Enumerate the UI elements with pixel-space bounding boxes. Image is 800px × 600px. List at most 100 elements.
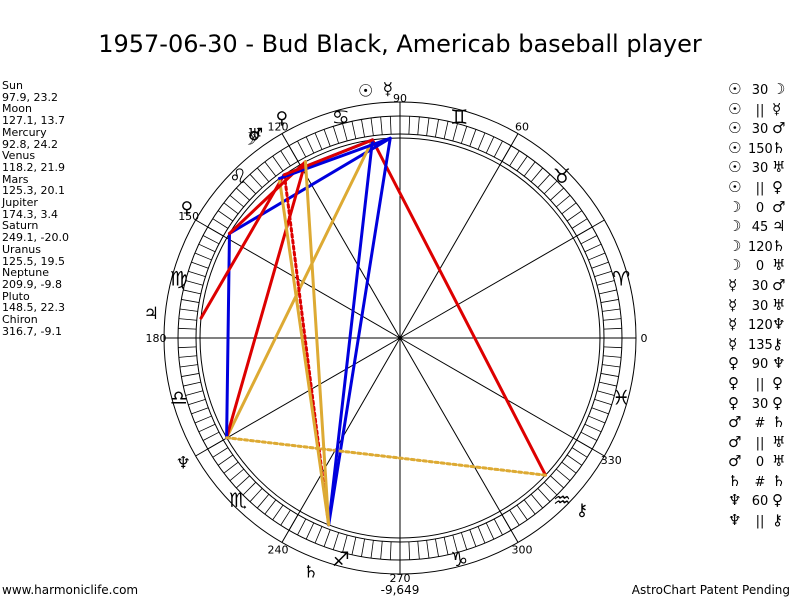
aspect-planet-b-icon: ♅: [772, 158, 786, 177]
planet-pluto-icon: ♀: [181, 198, 193, 218]
planet-name-saturn: Saturn: [2, 219, 39, 233]
aspect-planet-a-icon: ☉: [728, 177, 742, 196]
aspect-value: ||: [755, 102, 765, 118]
band-tick: [198, 423, 216, 433]
planet-name-neptune: Neptune: [2, 266, 50, 280]
band-tick: [599, 381, 617, 387]
aspect-planet-b-icon: ☽: [772, 80, 786, 98]
aspect-row: ☿ 30 ♅: [728, 296, 800, 316]
band-tick: [370, 540, 374, 559]
aspect-value: 0: [755, 455, 765, 471]
band-tick: [599, 289, 617, 295]
aspect-value: #: [754, 416, 766, 432]
aspect-line: [225, 436, 548, 477]
aspect-planet-a-icon: ☉: [728, 99, 742, 118]
band-tick: [181, 373, 200, 377]
center-value: -9,649: [380, 583, 420, 597]
band-tick: [264, 499, 277, 515]
aspect-line: [327, 138, 375, 527]
band-tick: [584, 423, 602, 433]
band-tick: [185, 390, 204, 396]
band-tick: [596, 390, 615, 396]
band-tick: [389, 116, 392, 135]
band-tick: [435, 538, 439, 557]
degree-label: 150: [178, 210, 199, 223]
spoke-line: [399, 337, 605, 457]
band-tick: [493, 140, 503, 158]
band-tick: [543, 481, 558, 496]
band-tick: [477, 132, 486, 150]
aspect-value: #: [754, 474, 766, 490]
band-tick: [596, 280, 615, 286]
planet-sun-icon: ☉: [358, 81, 373, 101]
band-tick: [408, 541, 411, 560]
band-tick: [600, 373, 619, 377]
aspect-value: 30: [751, 122, 769, 138]
aspect-planet-b-icon: ♅: [772, 432, 786, 451]
aspect-row: ☿ 120♆: [728, 315, 800, 335]
band-tick: [242, 481, 257, 496]
aspect-value: 135: [748, 337, 773, 353]
aspect-row: ☉ 30 ♂: [728, 119, 800, 139]
band-tick: [212, 447, 229, 458]
band-tick: [191, 261, 209, 269]
degree-label: 60: [515, 121, 529, 134]
aspect-planet-a-icon: ♂: [728, 432, 742, 451]
aspect-planet-b-icon: ♅: [772, 295, 786, 314]
spoke-line: [399, 219, 605, 339]
band-tick: [179, 364, 198, 368]
aspect-line: [225, 232, 231, 440]
aspect-row: ☉ || ☿: [728, 100, 800, 120]
aspect-row: ♀ || ♀: [728, 374, 800, 394]
aspect-row: ♂ # ♄: [728, 413, 800, 433]
band-tick: [580, 235, 598, 245]
aspect-planet-a-icon: ☽: [728, 217, 742, 236]
band-tick: [361, 538, 365, 557]
band-tick: [223, 461, 239, 474]
band-tick: [443, 537, 449, 555]
zodiac-sign-icon: ♏: [229, 488, 247, 512]
band-tick: [603, 327, 622, 330]
aspect-value: 30: [751, 396, 769, 412]
aspect-row: ♄ # ♄: [728, 472, 800, 492]
band-tick: [256, 167, 270, 182]
band-tick: [550, 475, 564, 489]
band-tick: [485, 136, 495, 154]
planet-name-mercury: Mercury: [2, 125, 47, 139]
aspect-planet-b-icon: ♅: [772, 452, 786, 471]
aspect-row: ☿ 30 ♂: [728, 276, 800, 296]
band-tick: [314, 526, 323, 544]
degree-label: 300: [512, 543, 533, 556]
aspect-planet-a-icon: ☿: [728, 275, 738, 294]
footer-website: www.harmoniclife.com: [2, 583, 139, 597]
band-tick: [435, 119, 439, 138]
band-tick: [580, 431, 598, 441]
planet-jupiter-icon: ♃: [144, 304, 159, 324]
degree-label: 270: [390, 572, 411, 585]
planet-coords-venus: 118.2, 21.9: [2, 160, 65, 174]
planet-coords-neptune: 209.9, -9.8: [2, 277, 62, 291]
planet-coords-pluto: 148.5, 22.3: [2, 301, 65, 315]
aspect-line: [371, 138, 548, 477]
band-tick: [194, 415, 212, 424]
aspect-planet-a-icon: ♀: [728, 373, 739, 392]
aspect-row: ☽ 0 ♂: [728, 198, 800, 218]
band-tick: [280, 509, 291, 526]
aspect-planet-b-icon: ♂: [772, 275, 786, 294]
band-tick: [389, 541, 392, 560]
aspect-value: 30: [751, 298, 769, 314]
aspect-planet-b-icon: ♂: [772, 197, 786, 216]
aspect-planet-b-icon: ♀: [772, 373, 783, 392]
band-tick: [588, 252, 606, 261]
planet-coords-chiron: 316.7, -9.1: [2, 324, 62, 338]
band-tick: [178, 346, 197, 349]
aspect-value: 30: [751, 278, 769, 294]
band-tick: [509, 509, 520, 526]
band-tick: [236, 475, 250, 489]
band-tick: [493, 518, 503, 536]
aspect-planet-b-icon: ♆: [772, 354, 786, 373]
band-tick: [561, 202, 577, 215]
band-tick: [537, 174, 551, 188]
planet-name-mars: Mars: [2, 172, 29, 186]
planet-position-list: Sun 97.9, 23.2 Moon 127.1, 13.7 Mercury 92.8,…: [2, 80, 152, 337]
